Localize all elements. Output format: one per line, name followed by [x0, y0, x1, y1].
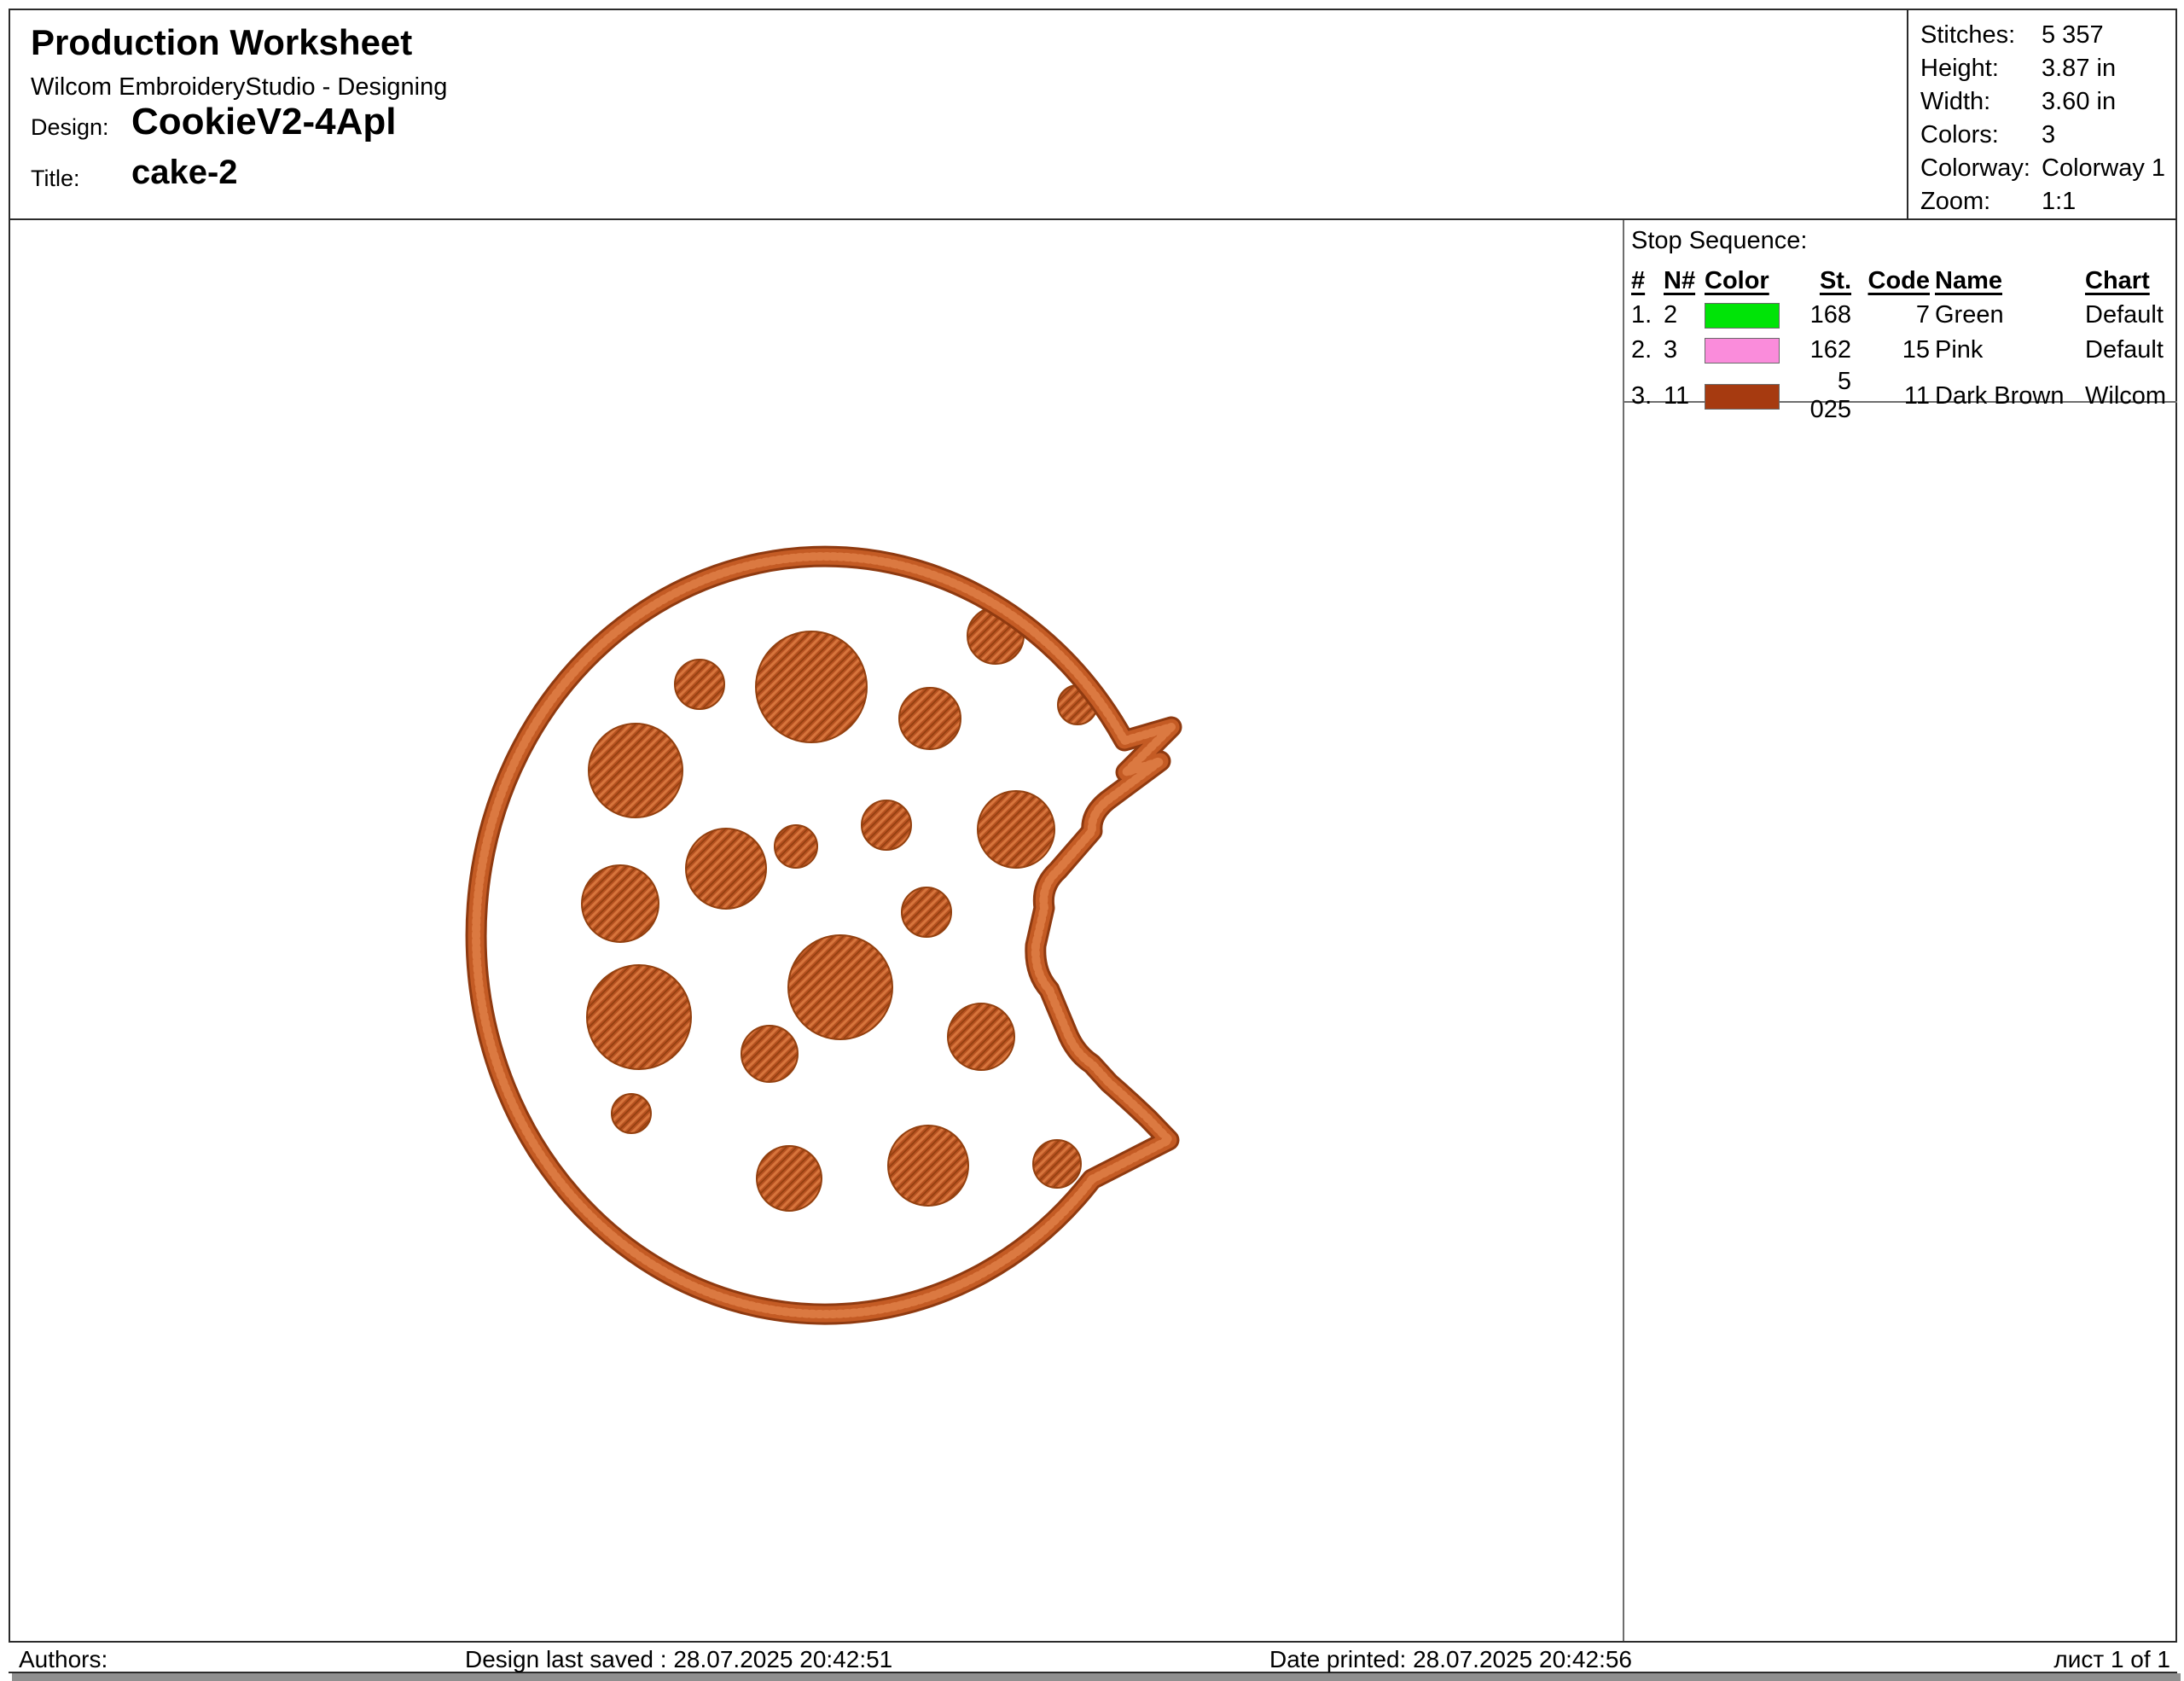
chocolate-chip-dot	[861, 800, 912, 851]
canvas-panel-divider	[1623, 220, 1624, 1641]
authors-label: Authors:	[19, 1646, 108, 1672]
app-subtitle: Wilcom EmbroideryStudio - Designing	[31, 73, 448, 101]
stop-sequence-panel: Stop Sequence: # N# Color St. Code Name …	[1623, 220, 2177, 423]
chocolate-chip-dot	[685, 828, 767, 910]
design-canvas	[9, 220, 1623, 1641]
stop-sequence-title: Stop Sequence:	[1631, 227, 1808, 254]
stop-sequence-row: 2. 3 162 15 Pink Default	[1631, 336, 2164, 364]
chocolate-chip-dot	[741, 1025, 799, 1083]
stop-sequence-row: 1. 2 168 7 Green Default	[1631, 301, 2164, 329]
col-color: Color	[1705, 266, 1769, 294]
title-label: Title:	[31, 166, 80, 191]
stop-sequence-row: 3. 11 5 025 11 Dark Brown Wilcom	[1631, 368, 2167, 423]
col-name: Name	[1935, 266, 2002, 294]
color-swatch-green	[1705, 303, 1780, 329]
header-box: Production Worksheet Wilcom EmbroiderySt…	[9, 9, 1907, 220]
chocolate-chip-dot	[774, 824, 818, 869]
color-swatch-pink	[1705, 338, 1780, 364]
stop-sequence-header-row: # N# Color St. Code Name Chart	[1631, 264, 2177, 298]
stat-colorway: Colorway: Colorway 1	[1920, 154, 2166, 182]
col-stitches: St.	[1819, 266, 1851, 294]
chocolate-chip-dot	[611, 1093, 652, 1134]
stat-zoom: Zoom: 1:1	[1920, 188, 2077, 215]
chocolate-chip-dot	[901, 887, 952, 938]
chocolate-chip-dot	[887, 1125, 969, 1207]
design-label: Design:	[31, 114, 109, 140]
color-swatch-dark-brown	[1705, 383, 1780, 410]
date-printed-text: Date printed: 28.07.2025 20:42:56	[1269, 1646, 1633, 1672]
stat-colors: Colors: 3	[1920, 121, 2056, 148]
chocolate-chip-dot	[977, 790, 1055, 869]
chocolate-chip-dot	[756, 1145, 822, 1212]
chocolate-chip-dot	[674, 659, 725, 710]
col-number: #	[1631, 266, 1646, 294]
col-needle: N#	[1664, 266, 1696, 294]
col-code: Code	[1867, 266, 1931, 294]
chocolate-chip-dot	[898, 687, 961, 750]
chocolate-chip-dot	[755, 631, 868, 743]
chocolate-chip-dot	[581, 864, 659, 943]
stat-height: Height: 3.87 in	[1920, 55, 2117, 82]
chocolate-chip-dot	[588, 723, 683, 818]
chocolate-chip-dots	[581, 607, 1098, 1212]
page-bottom-shadow	[12, 1673, 2181, 1681]
col-chart: Chart	[2085, 266, 2150, 294]
page-right-border	[2175, 220, 2177, 1641]
footer-bar: Authors: Design last saved : 28.07.2025 …	[9, 1641, 2177, 1673]
chocolate-chip-dot	[947, 1003, 1015, 1071]
page-title: Production Worksheet	[31, 22, 413, 62]
stat-stitches: Stitches: 5 357	[1920, 21, 2104, 49]
design-name: CookieV2-4Apl	[131, 101, 397, 143]
stat-width: Width: 3.60 in	[1920, 88, 2117, 115]
chocolate-chip-dot	[787, 934, 893, 1040]
design-stats-box: Stitches: 5 357 Height: 3.87 in Width: 3…	[1907, 9, 2177, 220]
page-left-border	[9, 220, 10, 1641]
sheet-number: лист 1 of 1	[2053, 1646, 2170, 1672]
chocolate-chip-dot	[586, 964, 692, 1070]
chocolate-chip-dot	[1032, 1139, 1082, 1189]
last-saved-text: Design last saved : 28.07.2025 20:42:51	[465, 1646, 893, 1672]
design-title: cake-2	[131, 154, 238, 191]
